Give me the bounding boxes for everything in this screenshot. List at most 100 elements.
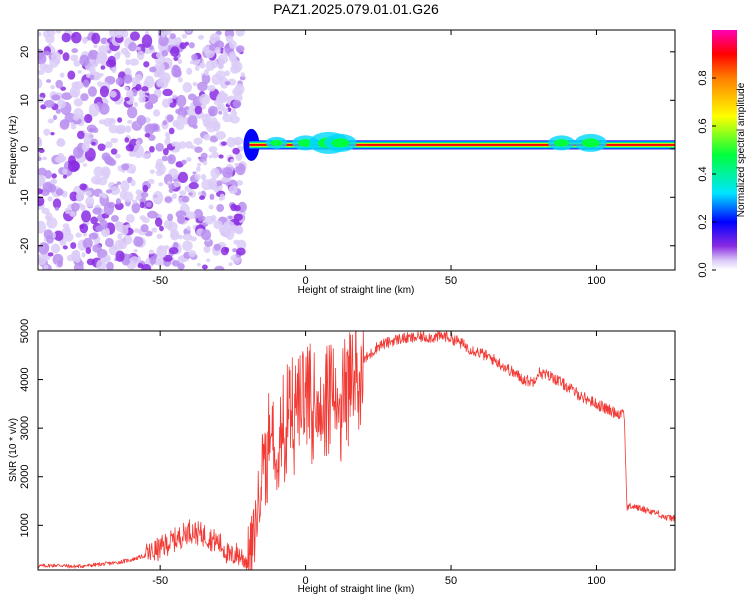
noise-blob bbox=[91, 72, 102, 81]
noise-blob bbox=[160, 72, 171, 84]
noise-blob bbox=[57, 99, 67, 109]
noise-blob bbox=[89, 74, 95, 81]
chart-title: PAZ1.2025.079.01.01.G26 bbox=[273, 1, 439, 17]
noise-blob bbox=[80, 204, 86, 212]
noise-blob bbox=[181, 159, 187, 165]
noise-blob bbox=[47, 196, 53, 202]
noise-blob bbox=[38, 69, 45, 75]
noise-blobs bbox=[38, 30, 247, 270]
noise-blob bbox=[165, 134, 171, 140]
noise-blob bbox=[84, 113, 93, 124]
noise-blob bbox=[115, 198, 122, 205]
noise-blob bbox=[186, 67, 193, 75]
colorbar-label: Normalized spectral amplitude bbox=[736, 82, 747, 217]
noise-blob bbox=[111, 66, 117, 73]
noise-blob bbox=[147, 93, 159, 104]
noise-blob bbox=[157, 164, 166, 175]
noise-blob bbox=[129, 256, 140, 265]
noise-blob bbox=[236, 247, 246, 256]
noise-blob bbox=[210, 167, 220, 179]
noise-blob bbox=[216, 91, 228, 104]
noise-blob bbox=[201, 264, 208, 270]
noise-blob bbox=[224, 70, 231, 77]
noise-blob bbox=[197, 191, 203, 196]
y-tick-label: 4000 bbox=[19, 367, 31, 391]
noise-blob bbox=[75, 192, 84, 202]
noise-blob bbox=[114, 202, 124, 211]
noise-blob bbox=[38, 183, 42, 189]
noise-blob bbox=[188, 42, 195, 49]
noise-blob bbox=[235, 30, 245, 37]
noise-blob bbox=[81, 252, 86, 258]
noise-blob bbox=[149, 145, 155, 153]
noise-blob bbox=[59, 72, 65, 78]
signal-lobe-core bbox=[581, 138, 600, 148]
noise-blob bbox=[220, 229, 229, 237]
noise-blob bbox=[228, 185, 238, 195]
noise-blob bbox=[100, 166, 111, 178]
noise-blob bbox=[233, 205, 241, 212]
noise-blob bbox=[55, 188, 64, 196]
noise-blob bbox=[107, 55, 116, 66]
noise-blob bbox=[64, 207, 71, 215]
noise-blob bbox=[124, 86, 130, 91]
noise-blob bbox=[60, 86, 67, 91]
noise-blob bbox=[182, 240, 193, 252]
noise-blob bbox=[207, 84, 216, 92]
noise-blob bbox=[186, 211, 196, 220]
noise-blob bbox=[226, 137, 236, 148]
noise-blob bbox=[188, 250, 197, 258]
noise-blob bbox=[182, 233, 193, 241]
noise-blob bbox=[147, 178, 155, 185]
noise-blob bbox=[43, 99, 55, 108]
noise-blob bbox=[164, 138, 171, 146]
noise-blob bbox=[233, 213, 243, 221]
noise-blob bbox=[236, 47, 242, 54]
noise-blob bbox=[235, 163, 246, 176]
noise-blob bbox=[105, 189, 113, 194]
noise-blob bbox=[96, 81, 103, 87]
noise-blob bbox=[162, 254, 173, 262]
spectrogram-area bbox=[38, 30, 675, 270]
spectrogram-frame bbox=[37, 29, 676, 271]
noise-blob bbox=[115, 250, 125, 262]
noise-blob bbox=[117, 117, 123, 123]
noise-blob bbox=[192, 171, 197, 175]
noise-blob bbox=[46, 79, 52, 83]
noise-blob bbox=[62, 174, 67, 179]
noise-blob bbox=[46, 235, 54, 244]
noise-blob bbox=[82, 237, 93, 250]
noise-blob bbox=[57, 259, 63, 268]
noise-blob bbox=[61, 32, 71, 43]
noise-blob bbox=[176, 234, 184, 240]
noise-blob bbox=[135, 189, 142, 196]
noise-blob bbox=[230, 111, 238, 117]
noise-blob bbox=[77, 130, 85, 140]
spectrogram-x-ticks: -50 0 50 100 bbox=[152, 30, 606, 287]
noise-blob bbox=[120, 224, 129, 236]
noise-blob bbox=[43, 50, 51, 56]
noise-blob bbox=[156, 233, 163, 239]
noise-blob bbox=[168, 127, 175, 135]
noise-blob bbox=[179, 42, 187, 50]
noise-blob bbox=[136, 114, 147, 126]
noise-blob bbox=[69, 191, 79, 202]
y-tick-label: 3000 bbox=[19, 416, 31, 440]
noise-blob bbox=[51, 179, 57, 184]
noise-blob bbox=[136, 50, 145, 61]
noise-blob bbox=[196, 162, 202, 167]
noise-blob bbox=[38, 242, 50, 255]
y-tick-label: 2000 bbox=[19, 464, 31, 488]
noise-blob bbox=[38, 137, 43, 147]
noise-blob bbox=[228, 51, 237, 60]
noise-blob bbox=[97, 176, 108, 186]
noise-blob bbox=[140, 224, 149, 233]
noise-blob bbox=[82, 79, 90, 88]
noise-blob bbox=[55, 108, 62, 114]
noise-blob bbox=[77, 70, 82, 74]
noise-blob bbox=[177, 77, 183, 83]
noise-blob bbox=[158, 35, 169, 47]
noise-blob bbox=[186, 157, 192, 162]
noise-blob bbox=[156, 245, 168, 259]
noise-blob bbox=[71, 250, 80, 262]
